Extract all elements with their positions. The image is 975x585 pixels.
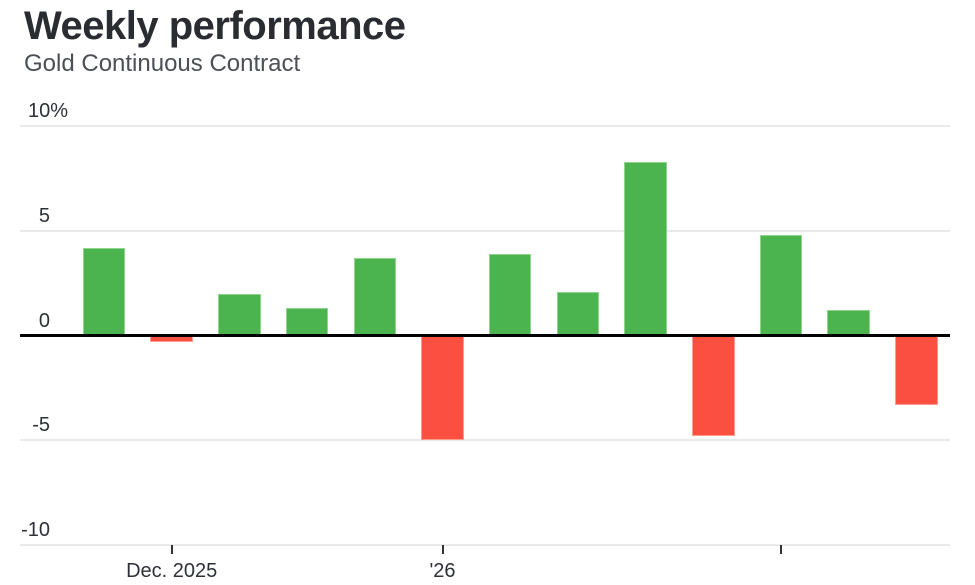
x-axis-label-5: '26 (429, 560, 456, 582)
gridline--5 (20, 439, 950, 442)
bar-week-3-gain (218, 293, 261, 336)
bar-week-8-gain (556, 291, 600, 336)
bar-week-5-gain (353, 258, 397, 336)
x-axis-label-1: Dec. 2025 (126, 560, 218, 582)
y-axis-label-10: 10% (27, 100, 68, 123)
y-axis-label-5: 5 (38, 204, 50, 227)
bar-week-7-gain (488, 253, 532, 336)
chart-title: Weekly performance (24, 4, 406, 48)
x-axis-tick-1 (170, 544, 173, 554)
zero-axis-line (20, 334, 950, 337)
chart-subtitle: Gold Continuous Contract (24, 50, 301, 77)
bar-week-13-loss (895, 335, 938, 405)
gridline--10 (20, 543, 950, 546)
y-axis-label--5: -5 (32, 414, 50, 437)
y-axis-label-0: 0 (38, 309, 50, 332)
gridline-5 (20, 229, 950, 232)
x-axis-tick-10 (780, 544, 782, 554)
bar-week-10-loss (692, 335, 735, 436)
gridline-10 (20, 125, 950, 128)
bar-week-9-gain (624, 161, 667, 336)
bar-week-12-gain (827, 310, 870, 336)
bar-week-1-gain (82, 247, 126, 336)
y-axis-label--10: -10 (21, 518, 50, 541)
bar-week-6-loss (421, 335, 464, 441)
bar-week-4-gain (285, 308, 329, 336)
bar-week-11-gain (759, 235, 803, 336)
x-axis-tick-5 (441, 544, 444, 554)
